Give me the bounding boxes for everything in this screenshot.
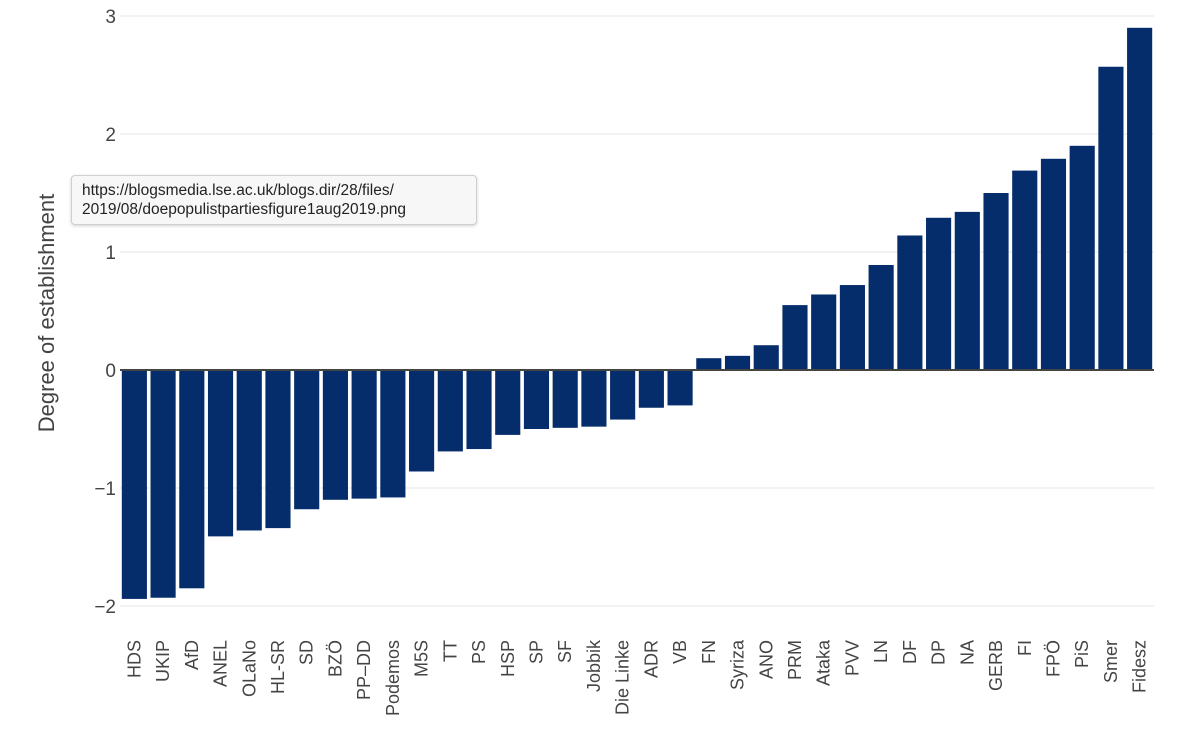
x-axis-labels: HDS UKIP AfD ANEL OLaNo HL-SR SD BZÖ PP–DD Podemo… bbox=[124, 639, 1149, 716]
bar-hsp bbox=[495, 370, 521, 435]
x-tick-label: HDS bbox=[124, 640, 144, 678]
bar-dp bbox=[926, 217, 952, 370]
x-tick-label: FN bbox=[699, 640, 719, 664]
y-tick-label: 2 bbox=[105, 125, 116, 146]
bar-tt bbox=[437, 370, 463, 452]
x-tick-label: GERB bbox=[986, 640, 1006, 691]
bar-gerb bbox=[983, 193, 1009, 370]
bar-olano bbox=[236, 370, 262, 531]
bar-smer bbox=[1098, 66, 1124, 371]
x-tick-label: UKIP bbox=[153, 640, 173, 682]
bar-ukip bbox=[150, 370, 176, 598]
x-tick-label: ADR bbox=[641, 640, 661, 678]
x-tick-label: Syriza bbox=[728, 639, 748, 690]
x-tick-label: DF bbox=[900, 640, 920, 664]
bar-pvv bbox=[839, 285, 865, 370]
bar-syriza bbox=[724, 355, 751, 370]
x-tick-label: NA bbox=[957, 640, 977, 665]
x-tick-label: PRM bbox=[785, 640, 805, 680]
bar-sp bbox=[523, 370, 550, 429]
x-tick-label: AfD bbox=[182, 640, 202, 670]
bar-adr bbox=[638, 370, 664, 408]
bar-anel bbox=[207, 370, 234, 537]
x-tick-label: HL-SR bbox=[268, 640, 288, 694]
bar-sf bbox=[552, 370, 578, 428]
bar-hds bbox=[121, 370, 147, 599]
bar-fi bbox=[1012, 170, 1038, 370]
y-tick-label: 0 bbox=[105, 361, 116, 382]
x-tick-label: Die Linke bbox=[613, 640, 633, 715]
bar-vb bbox=[667, 370, 693, 406]
x-tick-label: PP–DD bbox=[354, 640, 374, 700]
x-tick-label: BZÖ bbox=[325, 640, 345, 677]
bar-na bbox=[954, 211, 980, 370]
tooltip-line-2: 2019/08/doepopulistpartiesfigure1aug2019… bbox=[82, 201, 407, 218]
x-tick-label: Ataka bbox=[814, 639, 834, 686]
bar-sd bbox=[294, 370, 320, 510]
x-tick-label: Fidesz bbox=[1130, 640, 1150, 693]
bar-pis bbox=[1069, 145, 1095, 370]
bar-m5s bbox=[409, 370, 435, 472]
x-tick-label: OLaNo bbox=[239, 640, 259, 697]
url-tooltip: https://blogsmedia.lse.ac.uk/blogs.dir/2… bbox=[71, 175, 477, 225]
bar-pp-dd bbox=[351, 370, 377, 499]
bar-ataka bbox=[811, 294, 837, 370]
bar-podemos bbox=[380, 370, 406, 498]
bar-bz- bbox=[322, 370, 348, 500]
gridlines bbox=[120, 15, 1154, 607]
y-axis-title: Degree of establishment bbox=[34, 194, 59, 432]
x-tick-label: ANO bbox=[756, 640, 776, 679]
bar-jobbik bbox=[581, 370, 607, 427]
x-tick-label: PiS bbox=[1072, 640, 1092, 668]
bar-hl-sr bbox=[265, 370, 291, 529]
bar-afd bbox=[179, 370, 205, 589]
y-axis-ticks: 3 2 1 0 −1 −2 bbox=[94, 7, 116, 618]
bar-fn bbox=[696, 358, 722, 370]
x-tick-label: ANEL bbox=[211, 640, 231, 687]
bar-ps bbox=[466, 370, 492, 450]
x-tick-label: DP bbox=[929, 640, 949, 665]
x-tick-label: TT bbox=[440, 640, 460, 662]
x-tick-label: SF bbox=[555, 640, 575, 663]
bar-fp- bbox=[1040, 158, 1067, 370]
x-tick-label: HSP bbox=[498, 640, 518, 677]
y-tick-label: 3 bbox=[105, 7, 116, 28]
x-tick-label: VB bbox=[670, 640, 690, 664]
bar-ln bbox=[868, 264, 894, 370]
tooltip-line-1: https://blogsmedia.lse.ac.uk/blogs.dir/2… bbox=[82, 182, 394, 199]
bars bbox=[121, 27, 1153, 599]
x-tick-label: Smer bbox=[1101, 640, 1121, 683]
bar-ano bbox=[753, 345, 779, 370]
y-tick-label: −2 bbox=[94, 597, 116, 618]
x-tick-label: Podemos bbox=[383, 640, 403, 716]
x-tick-label: SD bbox=[297, 640, 317, 665]
bar-prm bbox=[782, 305, 808, 370]
x-tick-label: M5S bbox=[412, 640, 432, 677]
bar-df bbox=[897, 235, 923, 370]
x-tick-label: FPÖ bbox=[1043, 640, 1063, 677]
x-tick-label: FI bbox=[1015, 640, 1035, 656]
x-tick-label: PS bbox=[469, 640, 489, 664]
y-tick-label: 1 bbox=[105, 243, 116, 264]
bar-die-linke bbox=[610, 370, 636, 420]
x-tick-label: PVV bbox=[842, 640, 862, 676]
bar-fidesz bbox=[1127, 27, 1153, 371]
x-tick-label: SP bbox=[526, 640, 546, 664]
x-tick-label: Jobbik bbox=[584, 639, 604, 692]
y-tick-label: −1 bbox=[94, 479, 116, 500]
x-tick-label: LN bbox=[871, 640, 891, 663]
